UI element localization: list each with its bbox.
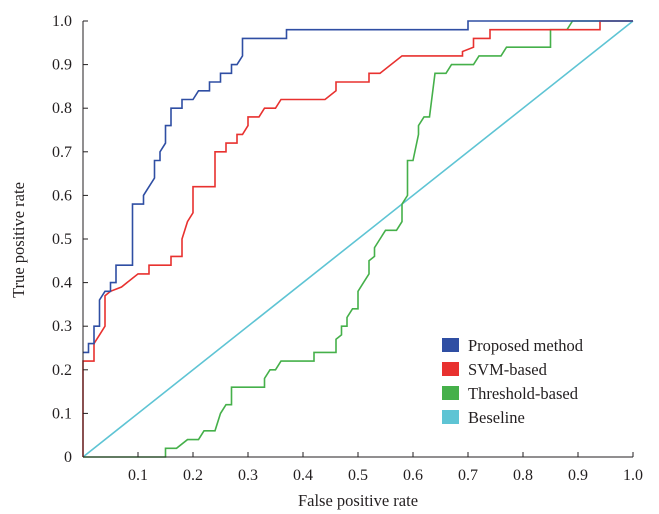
x-tick-label: 0.1 — [128, 467, 148, 484]
legend-swatch — [442, 386, 459, 400]
series-line-0 — [83, 20, 633, 354]
axes — [82, 20, 634, 458]
tick-labels: 0 0.1 0.2 0.3 0.4 0.5 0.6 0.7 0.8 0.9 1.0 0.1 0.2 0.3… — [52, 13, 643, 484]
series-line-1 — [82, 20, 633, 457]
y-tick-label: 0.9 — [52, 57, 72, 74]
y-tick-label: 0.5 — [52, 231, 72, 248]
y-axis-label: True positive rate — [9, 182, 28, 298]
x-tick-label: 0.7 — [458, 467, 478, 484]
y-tick-label: 1.0 — [52, 13, 72, 30]
x-tick-label: 0.3 — [238, 467, 258, 484]
legend-label: Proposed method — [468, 336, 584, 355]
legend: Proposed method SVM-based Threshold-based B… — [442, 336, 584, 427]
legend-swatch — [442, 410, 459, 424]
y-tick-label: 0.4 — [52, 275, 72, 292]
x-tick-label: 0.8 — [513, 467, 533, 484]
y-tick-label: 0.2 — [52, 362, 72, 379]
x-tick-label: 0.5 — [348, 467, 368, 484]
y-tick-label: 0.6 — [52, 187, 72, 204]
legend-swatch — [442, 338, 459, 352]
legend-swatch — [442, 362, 459, 376]
legend-label: Beseline — [468, 408, 525, 427]
y-tick-label: 0 — [64, 449, 72, 466]
x-tick-label: 0.6 — [403, 467, 423, 484]
series-line-2 — [83, 20, 633, 458]
x-axis-label: False positive rate — [298, 491, 418, 510]
x-tick-label: 1.0 — [623, 467, 643, 484]
x-tick-label: 0.2 — [183, 467, 203, 484]
y-tick-label: 0.8 — [52, 100, 72, 117]
series-line-3 — [82, 20, 634, 458]
x-tick-label: 0.9 — [568, 467, 588, 484]
y-tick-label: 0.1 — [52, 405, 72, 422]
y-tick-label: 0.3 — [52, 318, 72, 335]
legend-label: Threshold-based — [468, 384, 579, 403]
x-tick-label: 0.4 — [293, 467, 313, 484]
plot-area — [82, 20, 634, 458]
y-tick-label: 0.7 — [52, 144, 72, 161]
legend-label: SVM-based — [468, 360, 548, 379]
